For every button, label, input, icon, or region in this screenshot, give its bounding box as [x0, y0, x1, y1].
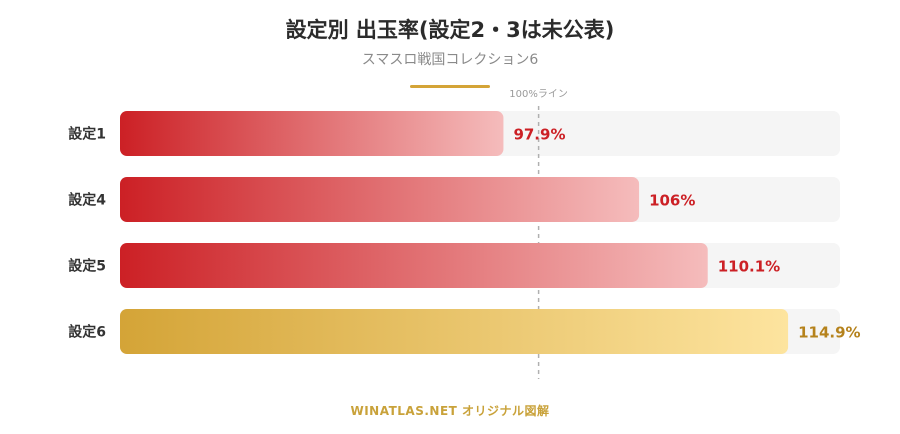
bar-設定4 — [120, 177, 640, 222]
footer-credit: WINATLAS.NET オリジナル図解 — [350, 404, 550, 418]
chart-subtitle: スマスロ戦国コレクション6 — [361, 52, 539, 68]
category-label: 設定6 — [68, 324, 106, 341]
category-label: 設定5 — [68, 258, 106, 275]
value-label: 114.9% — [798, 324, 860, 342]
bar-設定5 — [120, 243, 708, 288]
category-label: 設定1 — [68, 126, 106, 143]
bar-設定6 — [120, 309, 789, 354]
reference-line-label: 100%ライン — [509, 88, 568, 100]
bar-設定1 — [120, 111, 504, 156]
chart-title: 設定別 出玉率(設定2・3は未公表) — [285, 18, 615, 42]
value-label: 110.1% — [718, 258, 780, 276]
category-label: 設定4 — [68, 192, 106, 209]
value-label: 97.9% — [513, 126, 565, 144]
title-accent-rule — [410, 85, 490, 88]
value-label: 106% — [649, 192, 695, 210]
